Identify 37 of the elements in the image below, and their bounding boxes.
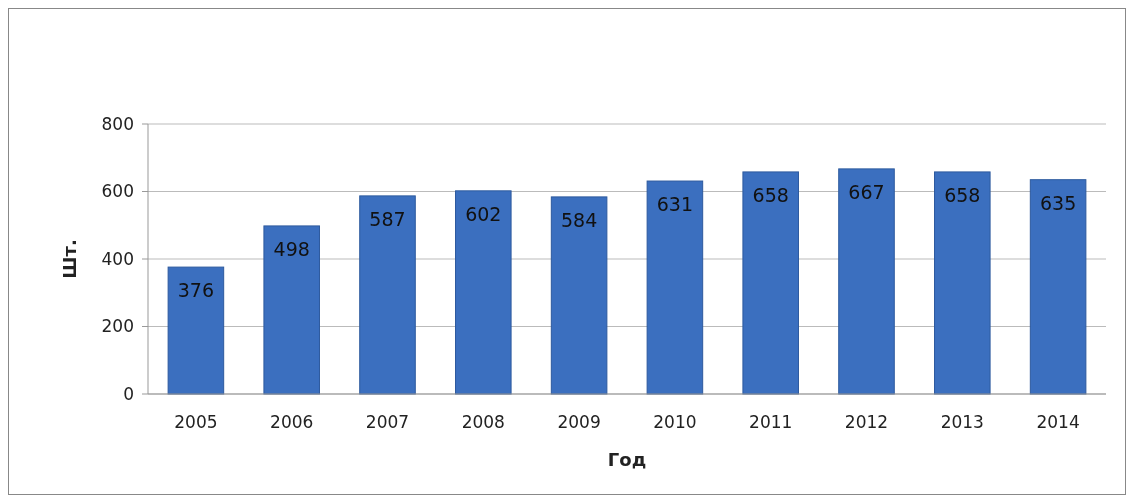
data-label: 635 [1039,191,1077,214]
data-label: 658 [944,183,981,206]
x-tick-label: 2006 [270,412,314,432]
data-label: 667 [848,180,885,203]
data-label: 658 [752,183,789,206]
y-tick-label: 600 [101,181,134,202]
x-axis-title: Год [607,449,647,470]
x-tick-label: 2008 [461,412,505,432]
x-tick-label: 2005 [174,412,218,432]
data-label: 631 [656,193,694,216]
y-tick-label: 0 [123,383,134,404]
x-tick-label: 2011 [749,412,793,432]
data-label: 498 [273,237,310,260]
bar [742,171,799,395]
y-tick-label: 800 [101,113,134,134]
bar [646,180,704,395]
data-label: 584 [560,208,598,231]
bar [359,195,416,395]
x-tick-label: 2012 [844,412,889,432]
y-tick-label: 200 [101,316,134,337]
data-label: 376 [177,279,215,302]
x-tick-label: 2009 [557,412,601,432]
data-label: 602 [465,202,502,225]
x-tick-label: 2007 [365,412,410,432]
y-tick-label: 400 [101,248,134,269]
bar [1029,179,1087,395]
bar [934,171,991,395]
bar [550,196,608,395]
bar [455,190,512,395]
x-tick-label: 2013 [940,412,984,432]
bar [838,168,895,395]
bar [263,225,320,395]
data-label: 587 [369,207,406,230]
y-axis-title: Шт. [59,239,80,279]
bar [167,266,225,395]
x-tick-label: 2014 [1036,412,1080,432]
x-tick-label: 2010 [653,412,697,432]
